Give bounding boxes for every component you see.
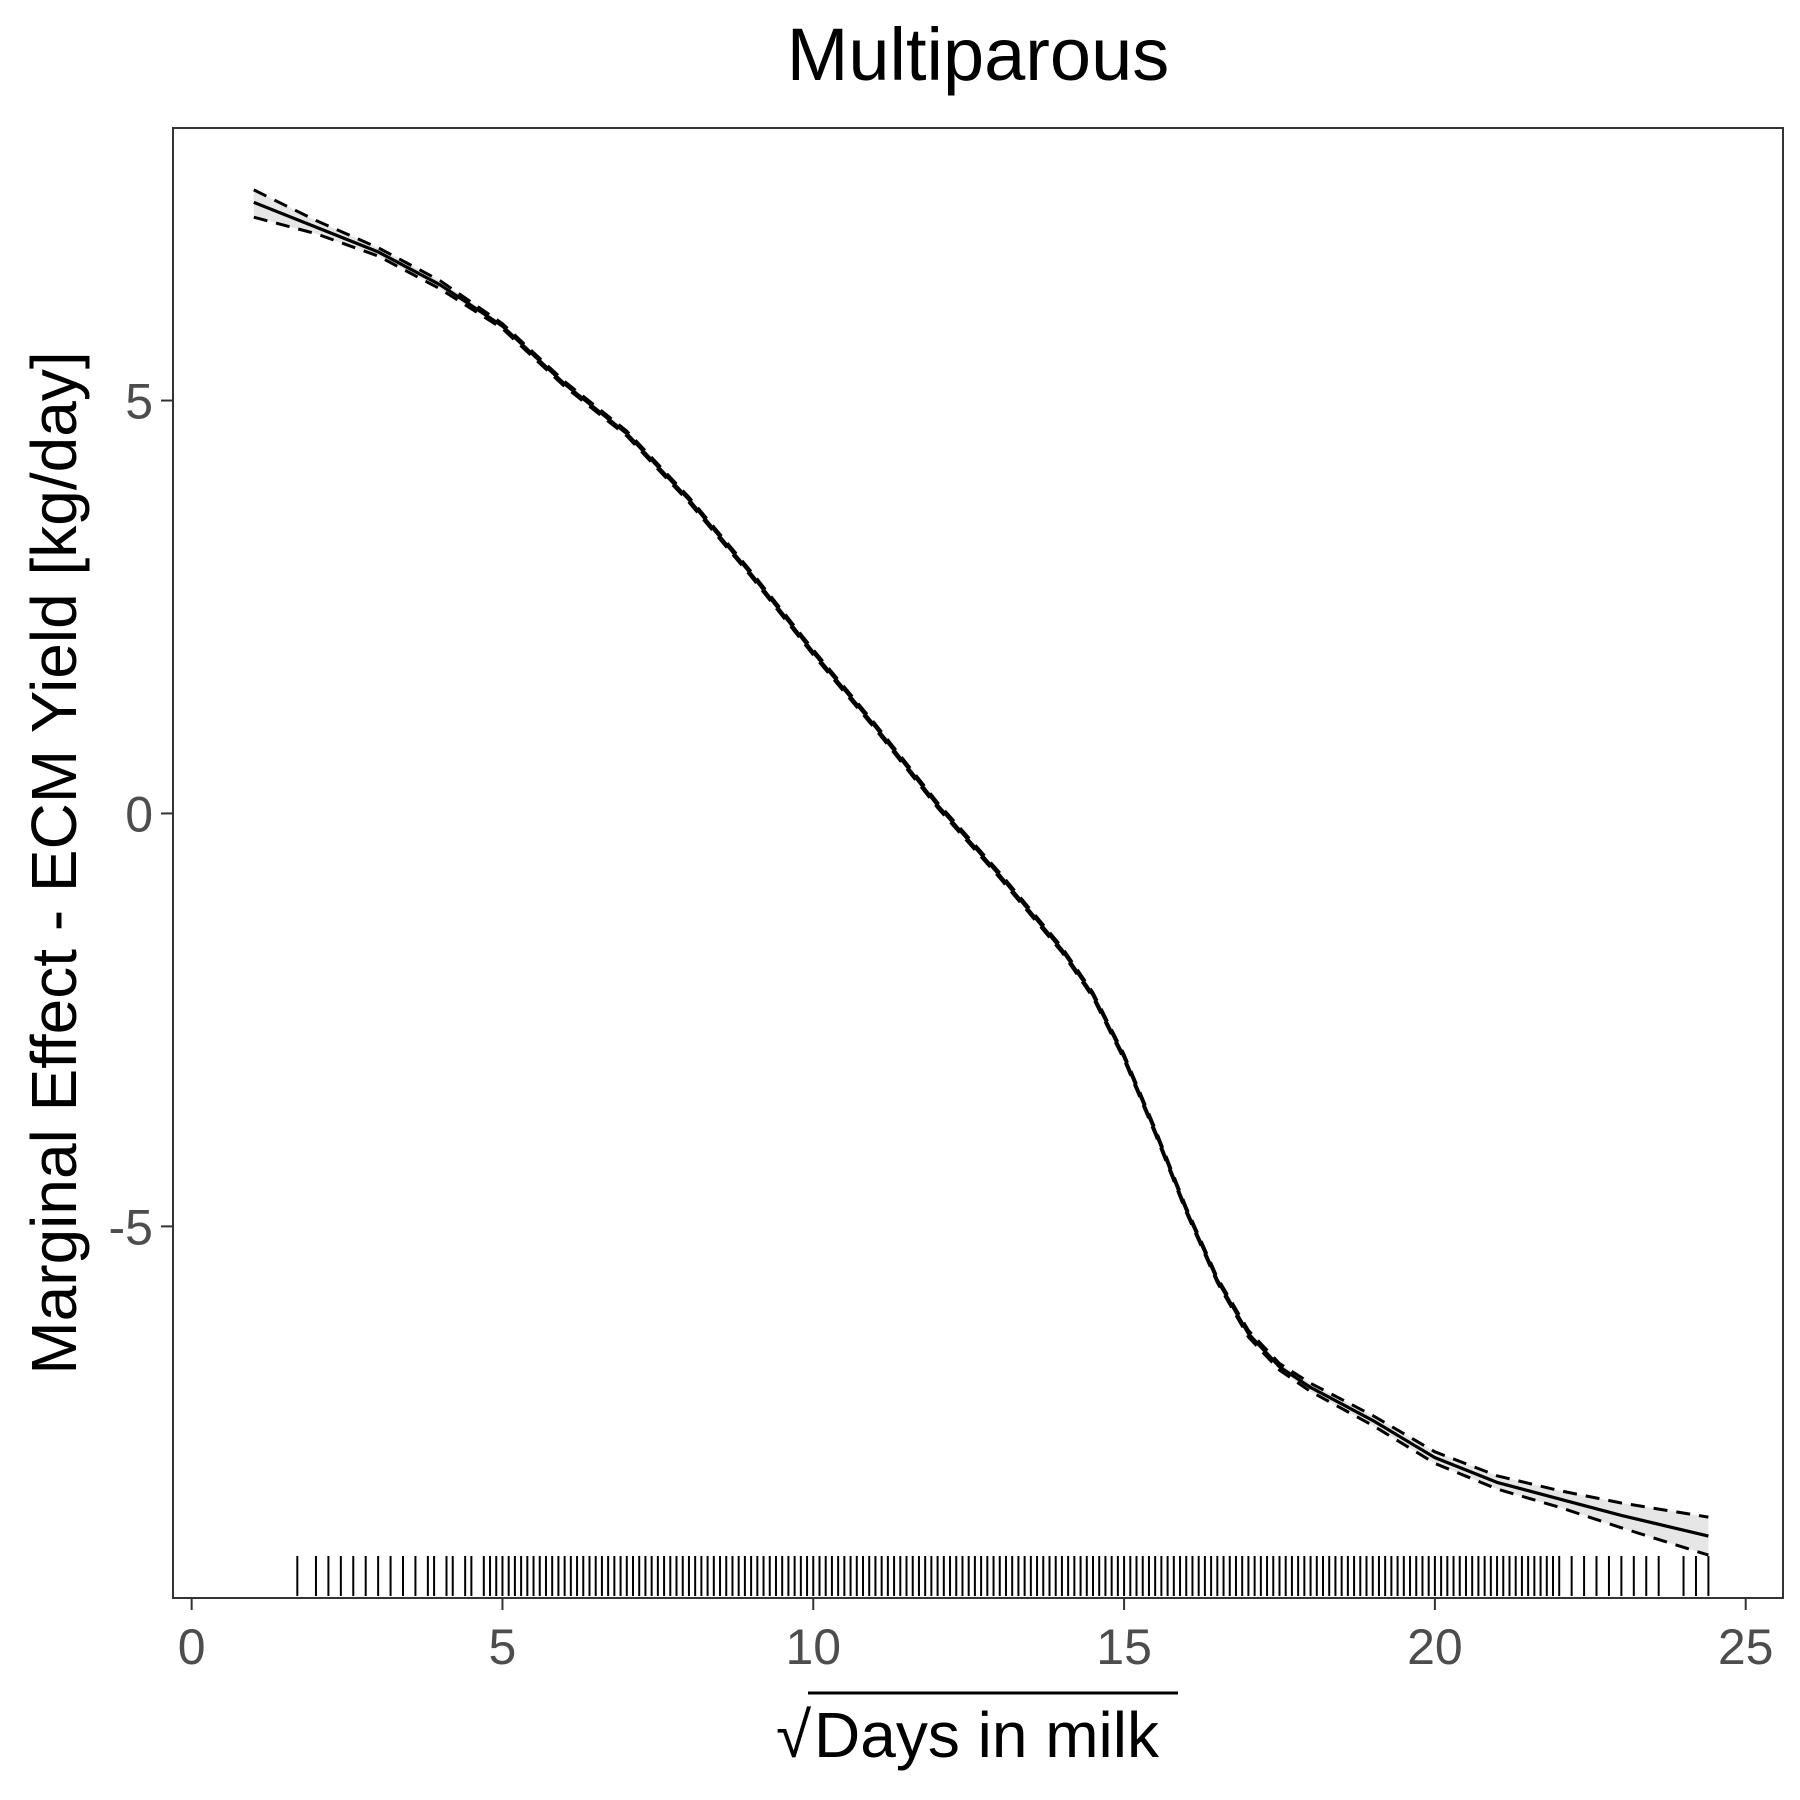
sqrt-symbol: √ — [776, 1699, 812, 1771]
x-tick-label: 20 — [1407, 1619, 1463, 1675]
x-tick-label: 0 — [178, 1619, 206, 1675]
series-line-upper-bound — [253, 188, 1709, 1519]
series-line-estimate — [253, 200, 1709, 1538]
x-axis: 0 5 10 15 20 25 — [178, 1598, 1774, 1675]
x-tick-label: 5 — [489, 1619, 517, 1675]
y-axis: -5 0 5 — [109, 374, 173, 1255]
series-layer — [253, 188, 1709, 1557]
y-tick-label: 5 — [125, 374, 153, 430]
series-line-lower-bound — [253, 215, 1709, 1557]
x-axis-title: Days in milk — [814, 1699, 1160, 1771]
x-tick-label: 25 — [1718, 1619, 1774, 1675]
x-axis-title-group: √ Days in milk — [776, 1691, 1178, 1771]
plot-panel — [172, 127, 1784, 1599]
y-tick-label: 0 — [125, 786, 153, 842]
confidence-band — [253, 189, 1709, 1556]
chart-title: Multiparous — [787, 13, 1170, 96]
y-axis-title: Marginal Effect - ECM Yield [kg/day] — [18, 351, 90, 1374]
rug-marks — [296, 1556, 1710, 1596]
y-tick-label: -5 — [109, 1199, 153, 1255]
x-tick-label: 10 — [785, 1619, 841, 1675]
x-tick-label: 15 — [1096, 1619, 1152, 1675]
